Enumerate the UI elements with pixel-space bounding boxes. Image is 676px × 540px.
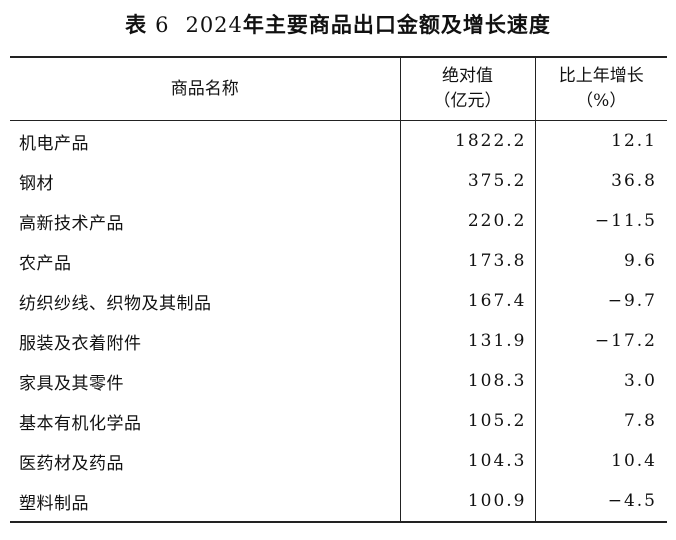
table-row: 医药材及药品 104.3 10.4 <box>10 441 667 481</box>
row-name: 医药材及药品 <box>10 441 401 481</box>
header-value-line2: （亿元） <box>433 91 502 111</box>
header-name: 商品名称 <box>10 56 401 121</box>
row-name: 纺织纱线、织物及其制品 <box>10 281 401 321</box>
table-row: 基本有机化学品 105.2 7.8 <box>10 401 667 441</box>
row-growth: −11.5 <box>594 211 657 231</box>
row-value: 173.8 <box>400 241 536 281</box>
row-growth: 12.1 <box>611 131 657 151</box>
title-prefix: 表 <box>125 13 148 37</box>
title-text: 年主要商品出口金额及增长速度 <box>242 13 551 37</box>
row-value: 100.9 <box>400 481 536 523</box>
row-value: 131.9 <box>400 321 536 361</box>
table-row: 机电产品 1822.2 12.1 <box>10 120 667 161</box>
row-name: 服装及衣着附件 <box>10 321 401 361</box>
row-value: 220.2 <box>400 201 536 241</box>
header-growth-line1: 比上年增长 <box>558 66 644 86</box>
table-row: 纺织纱线、织物及其制品 167.4 −9.7 <box>10 281 667 321</box>
header-value-line1: 绝对值 <box>442 66 493 86</box>
row-name: 家具及其零件 <box>10 361 401 401</box>
row-growth: 7.8 <box>623 411 657 431</box>
title-year: 2024 <box>185 13 243 37</box>
row-growth: 9.6 <box>623 251 657 271</box>
table-row: 家具及其零件 108.3 3.0 <box>10 361 667 401</box>
row-growth: 10.4 <box>611 451 657 471</box>
row-value: 167.4 <box>400 281 536 321</box>
table-row: 服装及衣着附件 131.9 −17.2 <box>10 321 667 361</box>
header-growth: 比上年增长 （%） <box>535 56 667 121</box>
table-row: 高新技术产品 220.2 −11.5 <box>10 201 667 241</box>
table-title: 表 6 2024年主要商品出口金额及增长速度 <box>0 8 676 42</box>
row-value: 1822.2 <box>400 120 536 161</box>
row-growth: 36.8 <box>611 171 657 191</box>
row-value: 104.3 <box>400 441 536 481</box>
header-row: 商品名称 绝对值 （亿元） 比上年增长 （%） <box>10 56 667 121</box>
row-value: 375.2 <box>400 161 536 201</box>
header-growth-line2: （%） <box>576 91 627 111</box>
row-name: 机电产品 <box>10 120 401 161</box>
header-name-label: 商品名称 <box>170 78 239 99</box>
row-name: 农产品 <box>10 241 401 281</box>
row-growth: −9.7 <box>607 291 657 311</box>
row-value: 105.2 <box>400 401 536 441</box>
row-value: 108.3 <box>400 361 536 401</box>
table-row: 农产品 173.8 9.6 <box>10 241 667 281</box>
row-growth: −4.5 <box>535 481 667 523</box>
header-value: 绝对值 （亿元） <box>400 56 536 121</box>
row-growth: 3.0 <box>623 371 657 391</box>
table-row: 钢材 375.2 36.8 <box>10 161 667 201</box>
title-number: 6 <box>155 13 170 37</box>
export-table: 商品名称 绝对值 （亿元） 比上年增长 （%） 机电产品 1822.2 12.1… <box>10 56 667 523</box>
row-growth: −17.2 <box>594 331 657 351</box>
row-name: 钢材 <box>10 161 401 201</box>
row-name: 基本有机化学品 <box>10 401 401 441</box>
table-row: 塑料制品 100.9 −4.5 <box>10 481 667 523</box>
row-name: 高新技术产品 <box>10 201 401 241</box>
row-name: 塑料制品 <box>10 481 401 523</box>
